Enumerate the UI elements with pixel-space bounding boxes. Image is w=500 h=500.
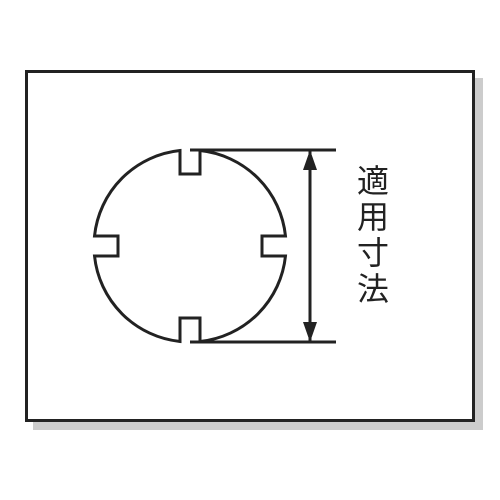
- technical-diagram: [0, 0, 500, 500]
- dim-arrowhead-bottom: [303, 322, 317, 342]
- dim-arrowhead-top: [303, 150, 317, 170]
- die-outline: [95, 151, 286, 342]
- dimension-label: 適用寸法: [350, 164, 396, 308]
- canvas: 適用寸法: [0, 0, 500, 500]
